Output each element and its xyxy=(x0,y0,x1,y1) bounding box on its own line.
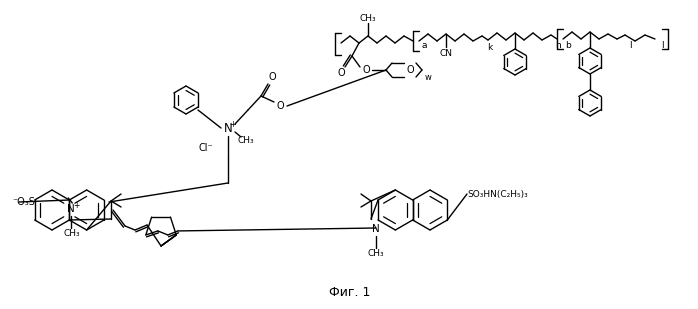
Text: Фиг. 1: Фиг. 1 xyxy=(329,286,371,299)
Text: CH₃: CH₃ xyxy=(63,230,80,239)
Text: O: O xyxy=(406,65,414,75)
Text: CN: CN xyxy=(440,49,452,57)
Text: ⁻O₃S: ⁻O₃S xyxy=(12,197,35,207)
Text: CH₃: CH₃ xyxy=(238,136,254,145)
Text: N: N xyxy=(223,121,232,134)
Text: a: a xyxy=(422,40,426,49)
Text: l: l xyxy=(629,40,631,49)
Text: N: N xyxy=(68,204,75,214)
Text: CH₃: CH₃ xyxy=(359,14,376,23)
Text: h: h xyxy=(555,40,561,49)
Text: O: O xyxy=(362,65,370,75)
Text: k: k xyxy=(487,43,493,52)
Text: +: + xyxy=(230,120,237,129)
Text: O: O xyxy=(268,72,276,82)
Text: O: O xyxy=(276,101,284,111)
Text: SO₃HN(C₂H₅)₃: SO₃HN(C₂H₅)₃ xyxy=(467,189,528,198)
Text: N: N xyxy=(372,224,380,234)
Text: Cl⁻: Cl⁻ xyxy=(199,143,214,153)
Text: l: l xyxy=(661,40,663,49)
Text: O: O xyxy=(337,68,345,78)
Text: w: w xyxy=(424,73,431,82)
Text: CH₃: CH₃ xyxy=(368,249,385,259)
Text: b: b xyxy=(565,40,571,49)
Text: +: + xyxy=(73,201,80,210)
